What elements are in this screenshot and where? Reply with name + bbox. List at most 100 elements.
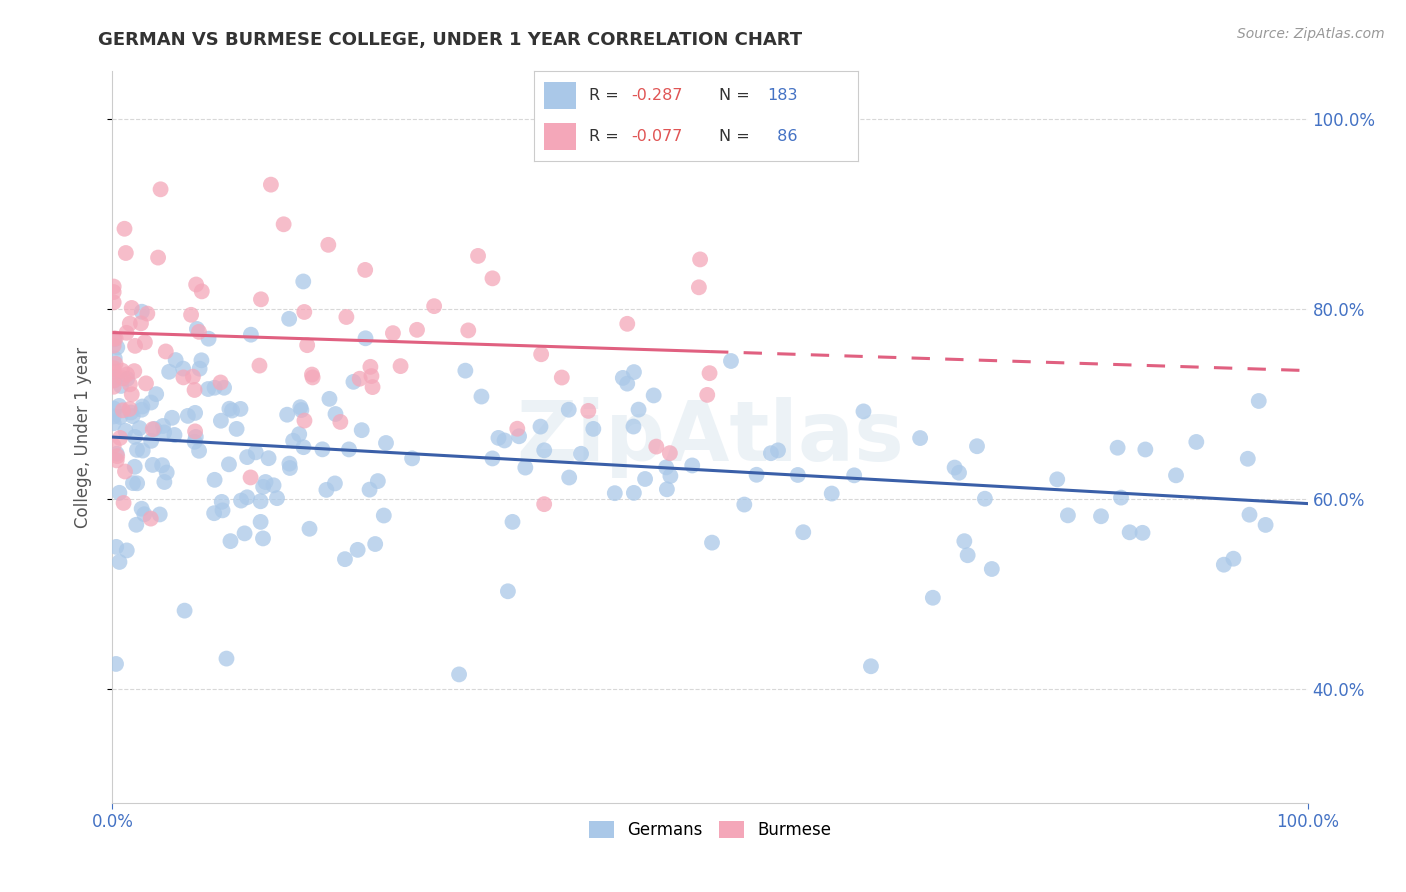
Point <box>295 338 318 352</box>
Point <box>502 515 524 529</box>
Point <box>1222 551 1244 566</box>
Point <box>1236 451 1258 466</box>
Point <box>943 460 966 475</box>
Point <box>104 331 127 345</box>
Point <box>191 285 214 299</box>
Point <box>236 490 259 504</box>
Point <box>114 465 136 479</box>
Point <box>105 453 128 467</box>
Point <box>124 339 146 353</box>
Point <box>733 498 755 512</box>
Point <box>146 251 169 265</box>
Point <box>558 470 581 484</box>
Point <box>948 466 970 480</box>
Point <box>1239 508 1261 522</box>
Point <box>655 483 678 497</box>
Text: -0.287: -0.287 <box>631 88 683 103</box>
Point <box>177 409 200 423</box>
Point <box>124 430 146 444</box>
Point <box>249 359 271 373</box>
Text: ZipAtlas: ZipAtlas <box>516 397 904 477</box>
Point <box>273 217 295 231</box>
Point <box>759 446 782 460</box>
Point <box>252 480 274 494</box>
Point <box>1212 558 1234 572</box>
Point <box>254 475 277 489</box>
Point <box>1247 394 1270 409</box>
Point <box>150 458 173 473</box>
Point <box>1185 434 1208 449</box>
Point <box>104 357 127 371</box>
Point <box>104 351 127 366</box>
Text: R =: R = <box>589 88 624 103</box>
Point <box>582 422 605 436</box>
Point <box>301 370 323 384</box>
Point <box>481 451 503 466</box>
Point <box>335 310 357 324</box>
Point <box>121 387 143 401</box>
Point <box>290 400 312 414</box>
Point <box>292 305 315 319</box>
Point <box>103 370 125 384</box>
Point <box>844 468 866 483</box>
Point <box>367 474 389 488</box>
Point <box>333 552 356 566</box>
Point <box>221 403 243 417</box>
Point <box>1118 525 1140 540</box>
Point <box>467 249 489 263</box>
Point <box>129 316 152 330</box>
Point <box>612 371 634 385</box>
Text: 86: 86 <box>772 129 797 144</box>
Point <box>569 447 592 461</box>
Point <box>115 372 138 386</box>
Point <box>449 667 471 681</box>
Point <box>103 409 125 424</box>
Point <box>389 359 412 373</box>
Point <box>558 402 581 417</box>
Point <box>1135 442 1157 457</box>
Point <box>354 331 377 345</box>
Point <box>209 376 232 390</box>
Point <box>105 540 128 554</box>
Point <box>859 659 882 673</box>
Point <box>496 584 519 599</box>
Point <box>136 307 159 321</box>
Point <box>852 404 875 418</box>
Point <box>103 373 125 387</box>
Point <box>153 425 176 440</box>
Point <box>172 370 194 384</box>
Point <box>616 376 638 391</box>
Point <box>103 401 125 416</box>
Point <box>142 458 165 472</box>
Point <box>1057 508 1080 523</box>
Point <box>821 486 844 500</box>
Point <box>212 381 235 395</box>
Point <box>115 368 138 382</box>
Point <box>190 353 212 368</box>
Point <box>183 434 205 449</box>
Point <box>342 375 364 389</box>
Point <box>278 311 301 326</box>
Text: N =: N = <box>718 129 755 144</box>
Point <box>172 361 194 376</box>
Point <box>361 380 384 394</box>
Point <box>139 395 162 409</box>
Point <box>134 335 156 350</box>
Point <box>103 361 125 376</box>
Point <box>142 422 165 436</box>
Point <box>181 369 204 384</box>
Point <box>792 525 814 540</box>
Point <box>160 410 183 425</box>
Point <box>125 517 148 532</box>
Point <box>350 423 373 437</box>
Point <box>1254 517 1277 532</box>
Text: -0.077: -0.077 <box>631 129 683 144</box>
Point <box>689 252 711 267</box>
Point <box>381 326 404 340</box>
Point <box>245 445 267 459</box>
Point <box>163 428 186 442</box>
Point <box>529 419 551 434</box>
Point <box>122 476 145 491</box>
Point <box>508 429 530 443</box>
Point <box>145 387 167 401</box>
